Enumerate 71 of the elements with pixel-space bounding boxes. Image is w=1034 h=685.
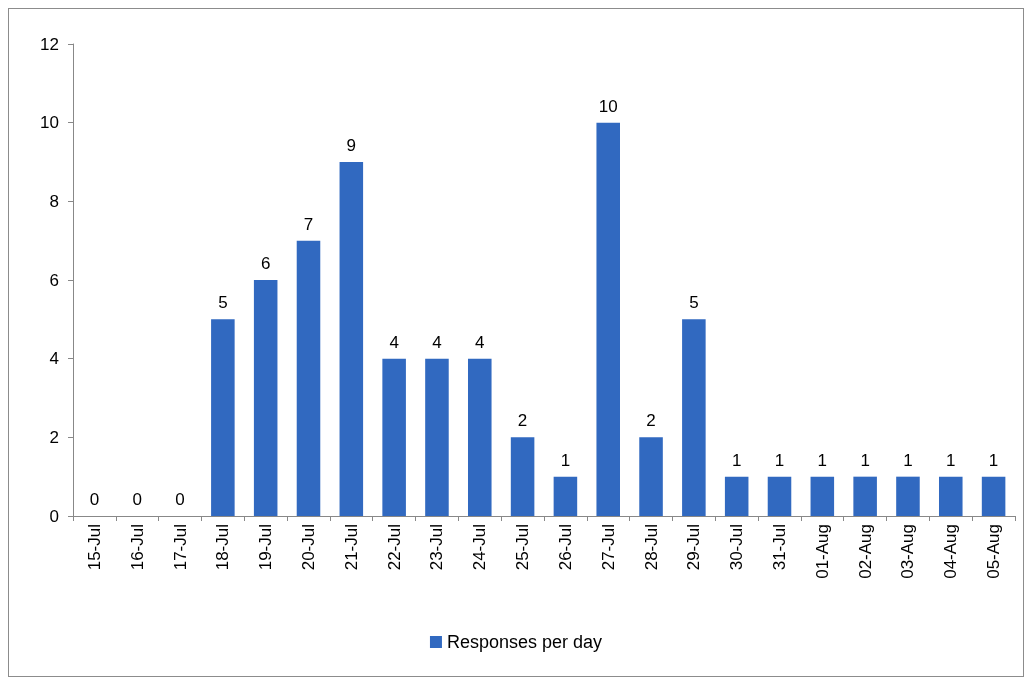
- y-tick-label: 2: [49, 427, 59, 447]
- bar: [724, 476, 749, 516]
- x-tick-label: 26-Jul: [555, 524, 575, 571]
- x-tick-label: 20-Jul: [299, 524, 318, 571]
- bar: [510, 437, 535, 516]
- data-label: 1: [560, 450, 571, 470]
- data-label: 2: [646, 411, 656, 431]
- data-label: 5: [689, 293, 699, 313]
- y-tick-label: 8: [49, 191, 59, 211]
- bar: [682, 319, 706, 516]
- y-tick-label: 12: [40, 34, 59, 54]
- x-tick-label: 02-Aug: [855, 524, 875, 579]
- x-tick-label: 27-Jul: [598, 524, 618, 571]
- x-tick-label: 15-Jul: [84, 524, 104, 571]
- bar: [296, 240, 321, 516]
- bar: [425, 358, 449, 516]
- x-tick-label: 25-Jul: [513, 524, 533, 571]
- bar: [339, 162, 364, 516]
- data-label: 9: [346, 136, 357, 155]
- data-label: 5: [218, 293, 228, 313]
- bar: [896, 476, 920, 516]
- data-label: 1: [860, 450, 870, 470]
- x-tick-label: 28-Jul: [641, 524, 661, 571]
- data-label: 2: [517, 411, 528, 431]
- data-label: 6: [260, 254, 271, 273]
- y-tick-label: 10: [40, 113, 59, 133]
- bar: [211, 319, 235, 516]
- data-label: 4: [432, 332, 442, 352]
- x-tick-label: 30-Jul: [727, 524, 747, 571]
- data-label: 7: [303, 214, 314, 234]
- bar: [810, 476, 835, 516]
- bar: [596, 122, 620, 516]
- x-tick-label: 29-Jul: [684, 524, 704, 571]
- x-tick-label: 24-Jul: [470, 524, 490, 571]
- x-tick-label: 22-Jul: [384, 524, 404, 571]
- legend-label: Responses per day: [446, 632, 603, 652]
- data-label: 0: [175, 490, 185, 509]
- x-tick-label: 17-Jul: [170, 524, 190, 571]
- x-tick-label: 31-Jul: [770, 524, 789, 571]
- data-label: 4: [389, 332, 399, 352]
- bar: [939, 476, 963, 516]
- bar: [767, 476, 792, 516]
- x-tick-label: 18-Jul: [213, 524, 233, 571]
- data-label: 0: [89, 490, 100, 509]
- x-tick-label: 03-Aug: [898, 524, 918, 579]
- data-label: 1: [946, 450, 956, 470]
- y-tick-label: 6: [49, 270, 59, 290]
- bar: [253, 280, 278, 516]
- y-tick-label: 0: [49, 506, 59, 526]
- data-label: 10: [598, 96, 618, 116]
- bar: [981, 476, 1006, 516]
- data-label: 1: [731, 450, 742, 470]
- data-label: 0: [132, 490, 142, 509]
- x-tick-label: 16-Jul: [127, 524, 147, 571]
- bar: [853, 476, 877, 516]
- data-label: 1: [817, 450, 828, 470]
- x-tick-label: 01-Aug: [812, 524, 832, 579]
- data-label: 1: [774, 450, 785, 470]
- x-tick-label: 04-Aug: [941, 524, 961, 579]
- x-tick-label: 23-Jul: [427, 524, 447, 571]
- x-tick-label: 21-Jul: [341, 524, 361, 571]
- data-label: 1: [903, 450, 913, 470]
- x-tick-label: 05-Aug: [984, 524, 1004, 579]
- bar: [639, 437, 663, 516]
- bar: [382, 358, 406, 516]
- bar: [468, 358, 492, 516]
- y-tick-label: 4: [49, 349, 59, 369]
- x-tick-label: 19-Jul: [256, 524, 276, 571]
- bar: [553, 476, 578, 516]
- data-label: 1: [988, 450, 999, 470]
- data-label: 4: [475, 332, 485, 352]
